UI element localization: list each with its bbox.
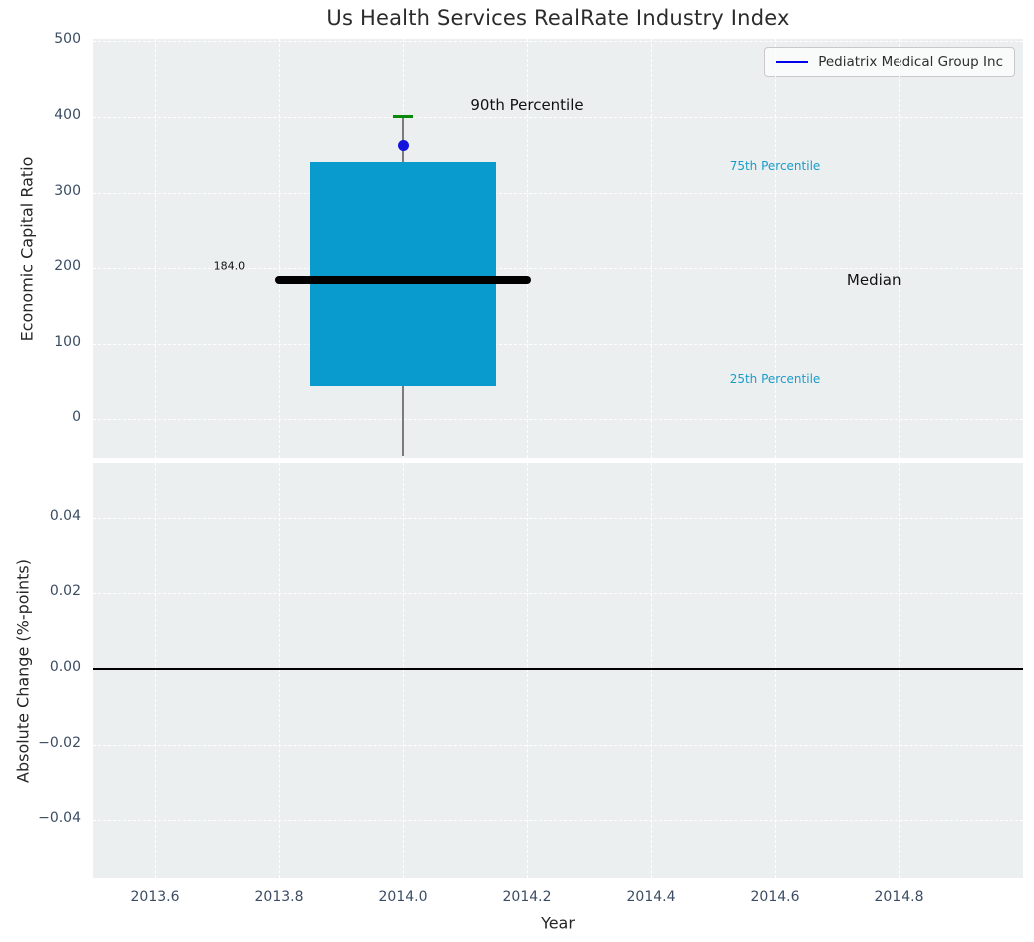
gridline-y xyxy=(93,419,1023,421)
gridline-y xyxy=(93,820,1023,822)
economic-capital-ratio-plot: Pediatrix Medical Group Inc 90th Percent… xyxy=(93,39,1023,458)
y-tick-label: 500 xyxy=(54,31,81,48)
gridline-x xyxy=(527,463,528,878)
company-point xyxy=(397,140,409,152)
gridline-y xyxy=(93,744,1023,746)
gridline-y xyxy=(93,593,1023,595)
p90-cap xyxy=(393,115,413,119)
zero-line xyxy=(93,668,1023,670)
x-tick-label: 2013.8 xyxy=(254,889,304,905)
y-tick-label: 0.04 xyxy=(49,507,81,524)
gridline-y xyxy=(93,343,1023,345)
y-tick-label: −0.02 xyxy=(38,734,81,751)
y-tick-label: 200 xyxy=(54,258,81,275)
y-tick-label: 300 xyxy=(54,182,81,199)
x-tick-label: 2014.6 xyxy=(750,889,800,905)
absolute-change-plot xyxy=(93,463,1023,878)
y-tick-label: 0.02 xyxy=(49,583,81,600)
legend: Pediatrix Medical Group Inc xyxy=(764,47,1015,77)
x-tick-label: 2014.2 xyxy=(502,889,552,905)
annotation-median: Median xyxy=(846,270,902,289)
annotation-184-0: 184.0 xyxy=(213,259,246,273)
gridline-y xyxy=(93,268,1023,270)
annotation-75th-percentile: 75th Percentile xyxy=(729,159,821,174)
gridline-x xyxy=(155,463,156,878)
y-tick-label: 400 xyxy=(54,106,81,123)
gridline-y xyxy=(93,192,1023,194)
y-tick-label: −0.04 xyxy=(38,810,81,827)
gridline-y xyxy=(93,116,1023,118)
annotation-90th-percentile: 90th Percentile xyxy=(470,95,584,114)
gridline-x xyxy=(775,39,776,458)
gridline-x xyxy=(899,39,900,458)
gridline-x xyxy=(651,463,652,878)
gridline-y xyxy=(93,41,1023,43)
gridline-x xyxy=(775,463,776,878)
legend-label: Pediatrix Medical Group Inc xyxy=(818,54,1003,70)
legend-line-sample xyxy=(776,61,809,63)
annotation-25th-percentile: 25th Percentile xyxy=(729,371,821,386)
gridline-x xyxy=(403,463,404,878)
median-line xyxy=(275,276,531,285)
x-tick-label: 2014.8 xyxy=(874,889,924,905)
gridline-x xyxy=(899,463,900,878)
x-tick-label: 2013.6 xyxy=(130,889,180,905)
gridline-x xyxy=(155,39,156,458)
gridline-x xyxy=(279,463,280,878)
iqr-box xyxy=(310,161,496,387)
x-tick-label: 2014.0 xyxy=(378,889,428,905)
y-tick-label: 100 xyxy=(54,333,81,350)
chart-title: Us Health Services RealRate Industry Ind… xyxy=(326,6,790,30)
gridline-x xyxy=(651,39,652,458)
y-tick-label: 0 xyxy=(72,409,81,426)
gridline-x xyxy=(279,39,280,458)
x-axis-label: Year xyxy=(541,913,575,933)
gridline-x xyxy=(527,39,528,458)
y-tick-label: 0.00 xyxy=(49,658,81,675)
x-tick-label: 2014.4 xyxy=(626,889,676,905)
gridline-y xyxy=(93,517,1023,519)
